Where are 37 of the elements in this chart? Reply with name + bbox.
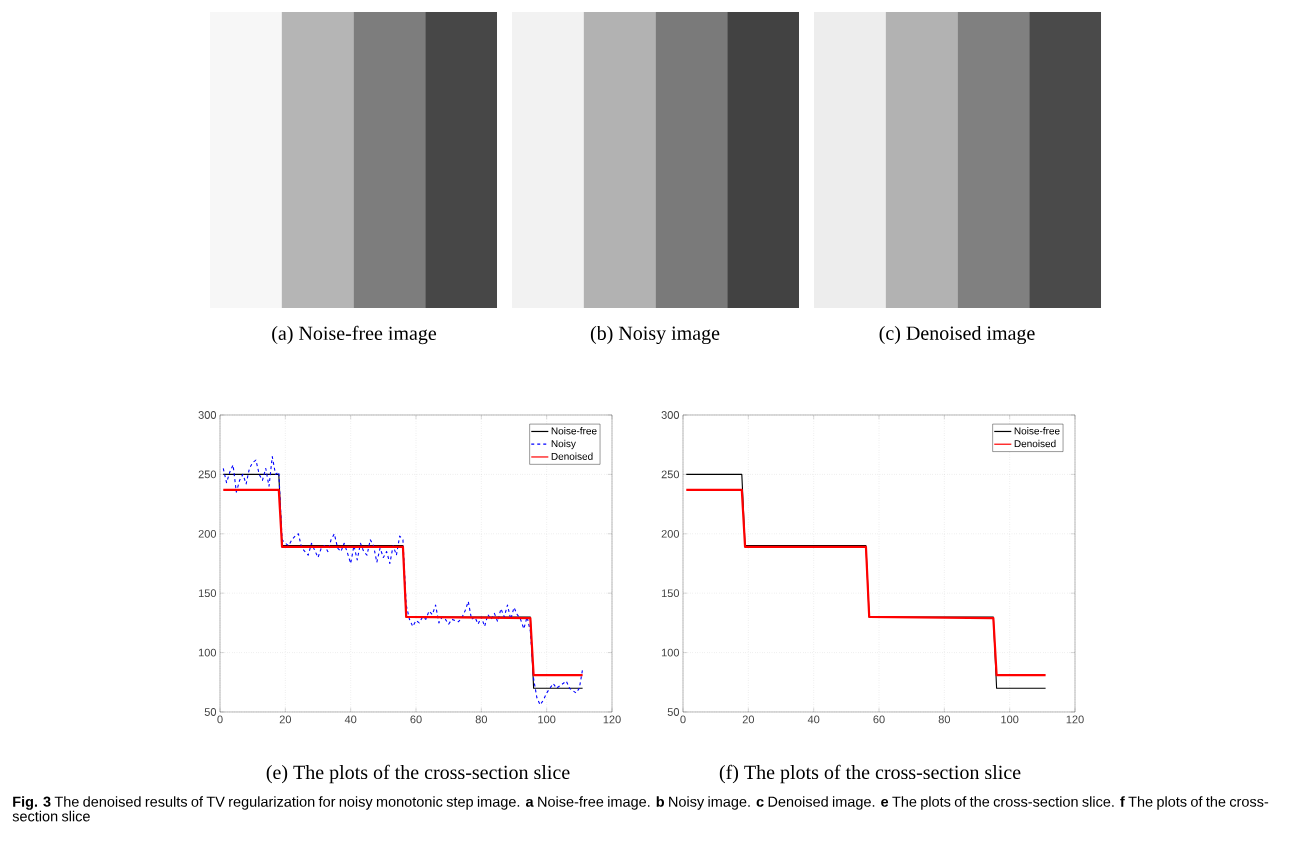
legend-label: Denoised xyxy=(551,452,593,460)
y-tick-label: 250 xyxy=(661,470,680,479)
text: Fig. 3 The denoised results of TV regularization for noisy monotonic step image. a Noise-free image. b Noisy image. c Denoised image. e The plots of the cross-section slice. f The plots of the cross-section slice xyxy=(12,796,1269,822)
x-tick-label: 120 xyxy=(1066,715,1084,724)
x-tick-label: 80 xyxy=(938,715,951,724)
x-tick-label: 60 xyxy=(410,715,422,724)
x-tick-label: 0 xyxy=(217,715,223,724)
y-tick-label: 200 xyxy=(661,529,680,538)
x-tick-label: 100 xyxy=(538,715,556,724)
x-tick-label: 100 xyxy=(1001,715,1019,724)
y-tick-label: 300 xyxy=(198,411,217,419)
text: (b) Noisy image xyxy=(590,325,720,345)
y-tick-label: 250 xyxy=(198,470,217,479)
y-tick-label: 50 xyxy=(667,708,680,716)
legend-label: Noise-free xyxy=(551,427,597,435)
legend-label: Noisy xyxy=(551,439,576,450)
x-tick-label: 120 xyxy=(603,715,621,724)
text: (c) Denoised image xyxy=(879,325,1035,345)
x-tick-label: 40 xyxy=(807,715,820,724)
x-tick-label: 0 xyxy=(680,715,686,724)
text: (a) Noise-free image xyxy=(272,325,437,345)
y-tick-label: 150 xyxy=(198,589,217,598)
y-tick-label: 200 xyxy=(198,529,217,538)
x-tick-label: 40 xyxy=(344,715,357,724)
x-tick-label: 60 xyxy=(873,715,885,724)
legend-label: Noise-free xyxy=(1014,427,1060,435)
y-tick-label: 100 xyxy=(661,648,680,657)
x-tick-label: 20 xyxy=(742,715,755,724)
legend-label: Denoised xyxy=(1014,439,1056,448)
x-tick-label: 80 xyxy=(475,715,488,724)
x-tick-label: 20 xyxy=(279,715,292,724)
y-tick-label: 300 xyxy=(661,411,680,419)
y-tick-label: 50 xyxy=(204,708,217,716)
y-tick-label: 100 xyxy=(198,648,217,657)
y-tick-label: 150 xyxy=(661,589,680,598)
text: (f) The plots of the cross-section slice xyxy=(719,764,1021,784)
text: (e) The plots of the cross-section slice xyxy=(266,764,570,784)
